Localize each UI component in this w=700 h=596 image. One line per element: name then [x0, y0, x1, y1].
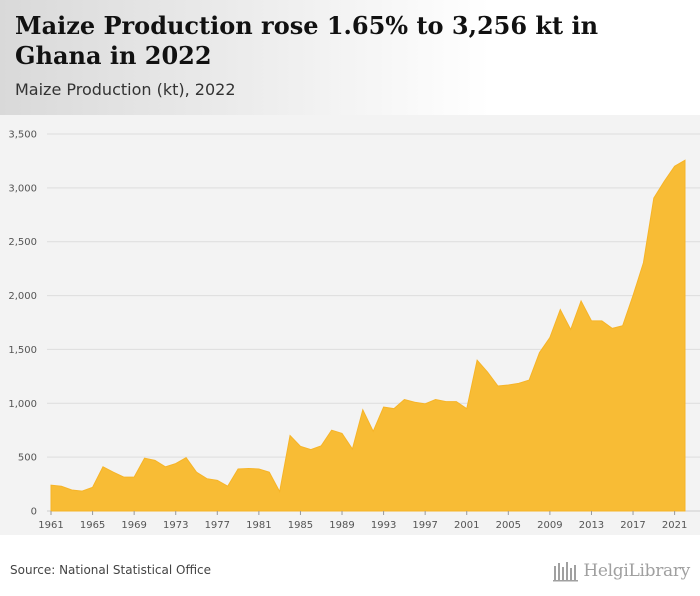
x-tick-label: 2013 [579, 520, 604, 531]
brand-logo[interactable]: HelgiLibrary [553, 559, 690, 583]
y-tick-label: 2,000 [8, 291, 37, 302]
y-tick-label: 1,500 [8, 345, 37, 356]
x-tick-label: 1989 [329, 520, 354, 531]
chart-area: 0 500 1,000 1,500 2,000 2,500 3,000 3,500 1961 1… [0, 115, 700, 535]
library-logo-icon [553, 562, 579, 582]
x-tick-label: 1993 [371, 520, 396, 531]
y-tick-label: 0 [31, 507, 37, 518]
x-tick-label: 1977 [205, 520, 230, 531]
x-tick-label: 2017 [620, 520, 645, 531]
x-tick-label: 1965 [80, 520, 105, 531]
brand-name: HelgiLibrary [583, 561, 690, 581]
header-banner [0, 0, 700, 115]
x-tick-label: 1985 [288, 520, 313, 531]
y-tick-label: 3,500 [8, 130, 37, 141]
chart-subtitle: Maize Production (kt), 2022 [15, 80, 236, 99]
source-note: Source: National Statistical Office [10, 563, 212, 577]
x-tick-label: 1961 [38, 520, 63, 531]
y-tick-label: 2,500 [8, 237, 37, 248]
y-tick-label: 1,000 [8, 399, 37, 410]
x-axis-ticks: 1961 1965 1969 1973 1977 1981 1985 1989 1993 1997… [38, 511, 687, 531]
y-tick-label: 500 [18, 453, 37, 464]
x-tick-label: 1997 [412, 520, 437, 531]
x-tick-label: 2005 [496, 520, 521, 531]
x-tick-label: 1969 [121, 520, 146, 531]
x-tick-label: 1973 [163, 520, 188, 531]
y-tick-label: 3,000 [8, 183, 37, 194]
y-axis-ticks: 0 500 1,000 1,500 2,000 2,500 3,000 3,500 [8, 130, 37, 518]
x-tick-label: 2001 [454, 520, 479, 531]
area-series [50, 159, 686, 512]
page-title: Maize Production rose 1.65% to 3,256 kt … [15, 11, 599, 70]
x-tick-label: 2009 [537, 520, 562, 531]
x-tick-label: 1981 [246, 520, 271, 531]
x-tick-label: 2021 [662, 520, 687, 531]
